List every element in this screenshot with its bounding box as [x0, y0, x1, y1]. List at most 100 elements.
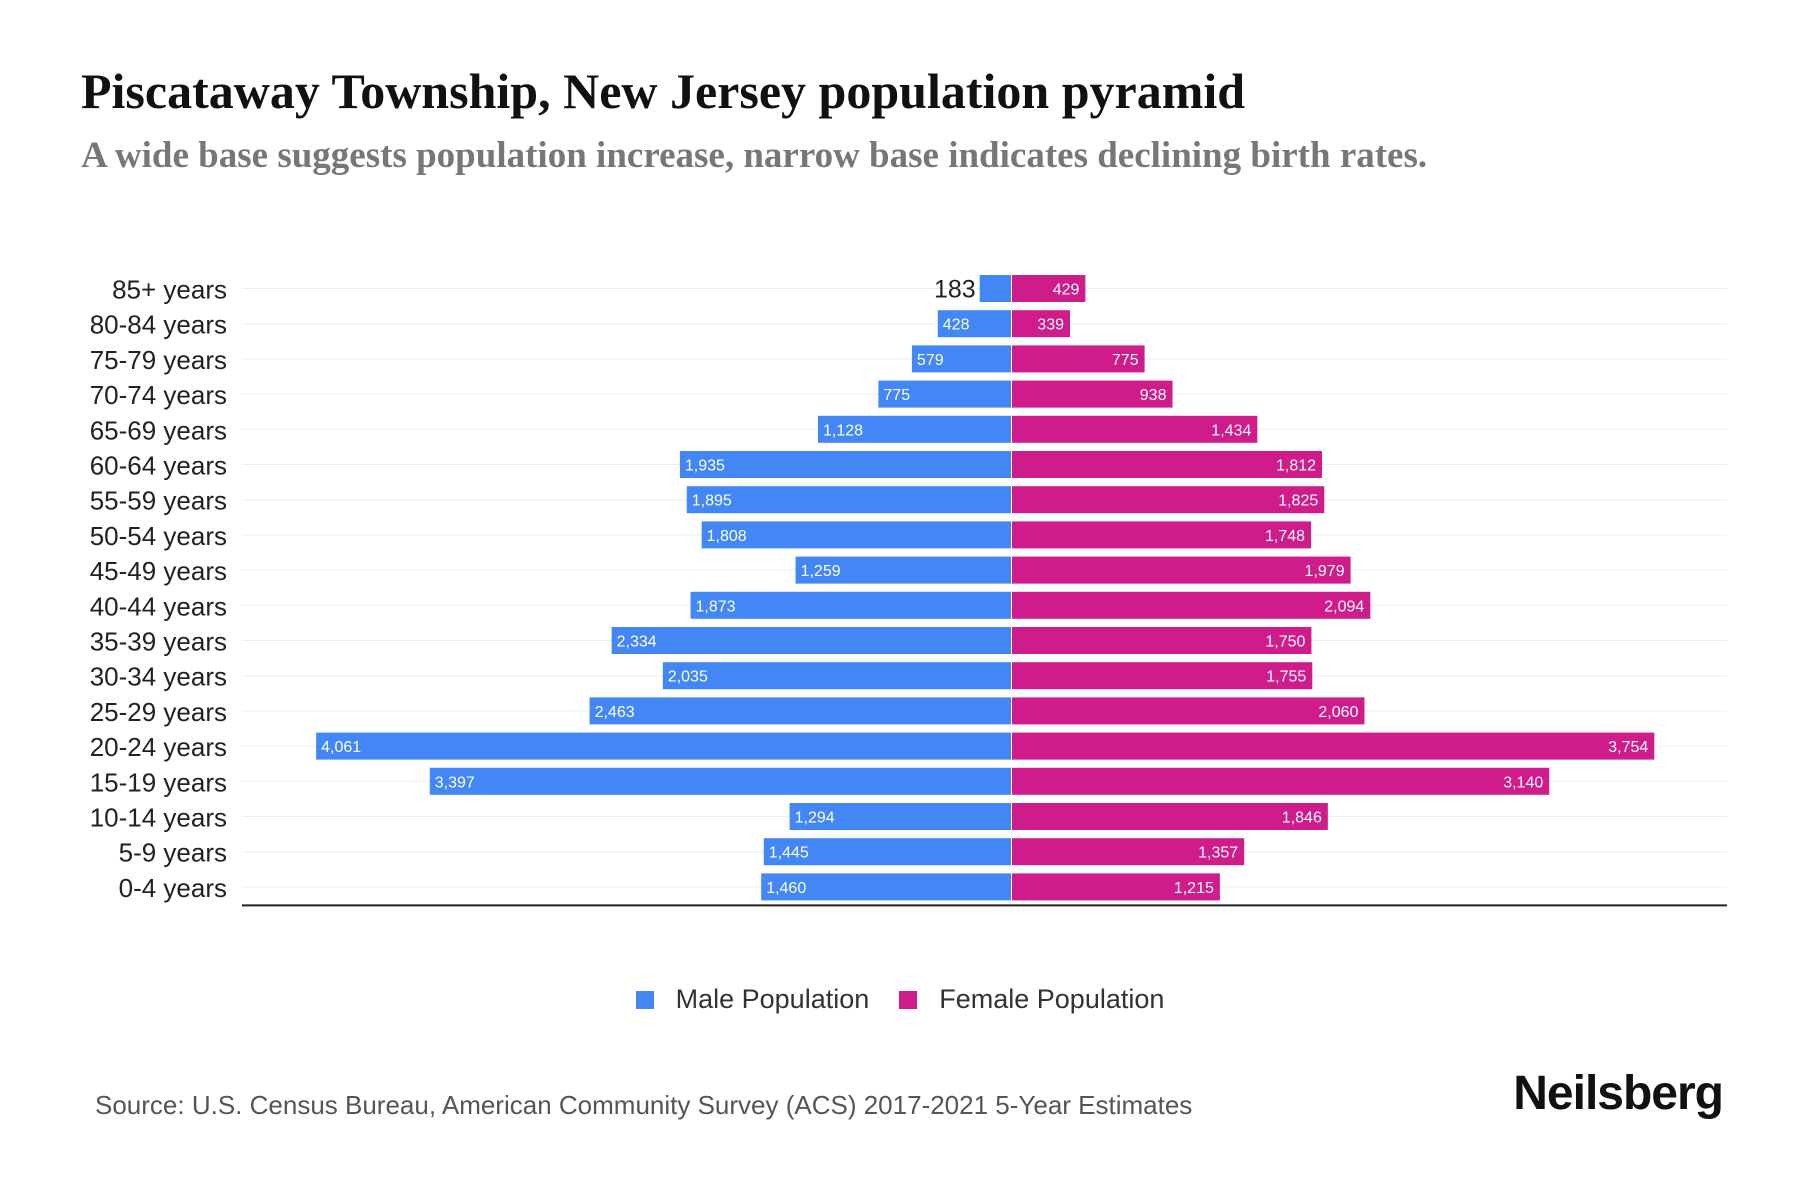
age-group-label: 0-4 years [119, 873, 227, 903]
male-value-label: 3,397 [435, 774, 475, 791]
age-group-label: 75-79 years [90, 345, 227, 375]
male-bar [701, 521, 1011, 549]
female-value-label: 2,060 [1318, 704, 1358, 721]
male-value-label: 1,935 [685, 458, 725, 475]
age-group-label: 65-69 years [90, 415, 227, 445]
male-value-label: 1,808 [707, 528, 747, 545]
male-value-label: 1,445 [769, 845, 809, 862]
age-group-label: 70-74 years [90, 380, 227, 410]
female-value-label: 1,434 [1211, 422, 1251, 439]
male-bar [789, 803, 1011, 830]
female-bar [1012, 732, 1655, 760]
male-bar [589, 697, 1011, 725]
age-group-label: 30-34 years [90, 662, 227, 692]
female-bar [1012, 662, 1313, 690]
male-value-label: 4,061 [321, 739, 361, 756]
male-bar [979, 275, 1011, 302]
female-value-label: 1,979 [1305, 563, 1345, 580]
legend-swatch-female [899, 990, 918, 1009]
female-value-label: 3,140 [1503, 774, 1543, 791]
female-bar [1012, 591, 1371, 619]
age-group-label: 60-64 years [90, 451, 227, 481]
age-group-label: 50-54 years [90, 521, 227, 551]
male-value-label: 2,463 [595, 704, 635, 721]
female-value-label: 339 [1037, 317, 1064, 334]
female-value-label: 1,812 [1276, 458, 1316, 475]
female-bar [1012, 275, 1086, 302]
male-bar [662, 662, 1011, 690]
male-bar [690, 591, 1011, 619]
male-value-label: 2,035 [668, 669, 708, 686]
male-value-label: 428 [943, 317, 970, 334]
female-value-label: 1,750 [1265, 634, 1305, 651]
female-bar [1012, 697, 1365, 725]
age-group-label: 45-49 years [90, 556, 227, 586]
age-group-label: 20-24 years [90, 732, 227, 762]
female-bar [1012, 521, 1312, 549]
female-bar [1012, 873, 1220, 901]
female-value-label: 938 [1140, 387, 1167, 404]
male-bar [763, 838, 1011, 866]
male-bar [795, 556, 1011, 584]
male-value-label: 1,895 [692, 493, 732, 510]
age-group-label: 10-14 years [90, 803, 227, 833]
male-value-label: 1,460 [766, 880, 806, 897]
female-value-label: 2,094 [1324, 598, 1364, 615]
female-value-label: 3,754 [1608, 739, 1648, 756]
female-bar [1012, 345, 1145, 373]
age-group-label: 15-19 years [90, 767, 227, 797]
age-group-label: 25-29 years [90, 697, 227, 727]
female-value-label: 775 [1112, 352, 1139, 369]
female-value-label: 1,846 [1282, 810, 1322, 827]
legend-swatch-male [635, 990, 654, 1009]
chart-subtitle: A wide base suggests population increase… [81, 135, 1428, 176]
male-bar [878, 380, 1011, 408]
age-group-label: 85+ years [112, 275, 227, 305]
male-bar [429, 767, 1011, 795]
legend-label-male: Male Population [675, 984, 870, 1014]
female-value-label: 1,215 [1174, 880, 1214, 897]
neilsberg-logo: Neilsberg [1513, 1067, 1724, 1120]
female-bar [1012, 380, 1173, 408]
female-bar [1012, 556, 1351, 584]
female-bar [1012, 310, 1071, 338]
female-bar [1012, 451, 1323, 478]
male-bar [937, 310, 1011, 338]
male-value-label: 183 [934, 276, 976, 304]
male-value-label: 1,294 [795, 810, 835, 827]
male-value-label: 579 [917, 352, 944, 369]
male-value-label: 1,259 [801, 563, 841, 580]
legend-label-female: Female Population [939, 984, 1165, 1014]
female-bar [1012, 767, 1550, 795]
male-value-label: 775 [883, 387, 910, 404]
female-bar [1012, 627, 1312, 654]
source-note: Source: U.S. Census Bureau, American Com… [95, 1090, 1193, 1120]
female-value-label: 1,825 [1278, 493, 1318, 510]
female-value-label: 429 [1053, 282, 1080, 299]
male-value-label: 1,873 [696, 598, 736, 615]
male-bar [761, 873, 1011, 901]
age-group-label: 55-59 years [90, 486, 227, 516]
legend-item-female: Female Population [899, 984, 1164, 1015]
chart-title: Piscataway Township, New Jersey populati… [81, 63, 1246, 119]
male-bar [817, 415, 1011, 443]
male-bar [611, 627, 1011, 654]
male-bar [679, 451, 1011, 478]
female-bar [1012, 415, 1258, 443]
male-bar [686, 486, 1011, 514]
age-group-label: 35-39 years [90, 627, 227, 657]
female-value-label: 1,357 [1198, 845, 1238, 862]
female-value-label: 1,755 [1266, 669, 1306, 686]
population-pyramid-chart: 85+ years 183 429 80-84 years 428 339 75-79 ye… [90, 275, 1727, 907]
male-bar [316, 732, 1011, 760]
age-group-label: 80-84 years [90, 310, 227, 340]
male-value-label: 2,334 [617, 634, 657, 651]
male-bar [911, 345, 1011, 373]
age-group-label: 5-9 years [119, 838, 227, 868]
female-value-label: 1,748 [1265, 528, 1305, 545]
male-value-label: 1,128 [823, 422, 863, 439]
female-bar [1012, 838, 1245, 866]
age-group-label: 40-44 years [90, 591, 227, 621]
legend-item-male: Male Population [635, 984, 870, 1015]
female-bar [1012, 486, 1325, 514]
